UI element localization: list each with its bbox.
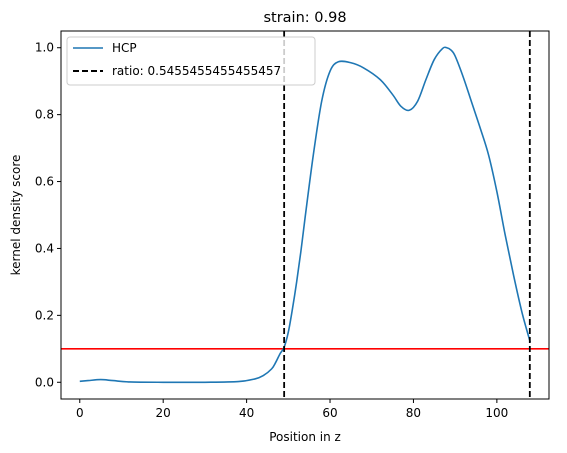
x-axis-label: Position in z [269,430,341,444]
y-tick-label: 0.8 [35,108,54,122]
y-tick-label: 0.6 [35,175,54,189]
series-line-hcp [79,46,532,384]
plot-frame [60,30,550,400]
x-tick-label: 20 [156,406,171,420]
x-tick-label: 80 [406,406,421,420]
x-tick-label: 40 [239,406,254,420]
y-axis-label: kernel density score [9,155,23,276]
legend-label-hcp: HCP [112,41,137,55]
x-tick-label: 60 [322,406,337,420]
x-tick-label: 0 [76,406,84,420]
legend-box [66,36,316,86]
legend: HCP ratio: 0.5455455455455457 [66,36,316,86]
y-tick-label: 0.0 [35,375,54,389]
y-tick-label: 0.2 [35,308,54,322]
chart-title: strain: 0.98 [263,10,346,26]
legend-label-ratio: ratio: 0.5455455455455457 [112,64,281,78]
y-tick-label: 1.0 [35,41,54,55]
x-tick-label: 100 [485,406,508,420]
y-tick-label: 0.4 [35,241,54,255]
